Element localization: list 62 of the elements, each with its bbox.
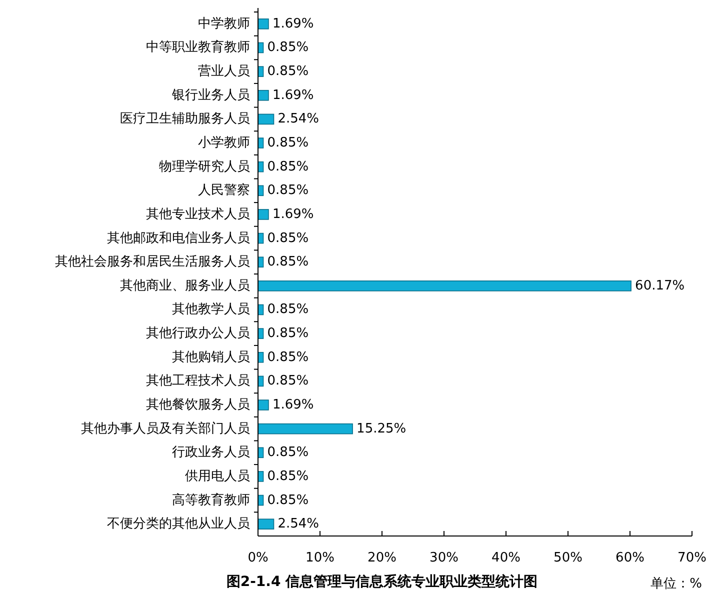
data-label: 0.85% (267, 374, 309, 389)
data-label: 1.69% (272, 16, 314, 32)
data-label: 0.85% (267, 254, 309, 270)
x-tick-label: 0% (248, 550, 268, 566)
y-tick-label: 物理学研究人员 (159, 159, 250, 174)
data-label: 60.17% (635, 278, 685, 294)
y-tick-label: 人民警察 (198, 182, 250, 198)
x-tick-label: 30% (430, 550, 458, 566)
y-tick-label: 其他行政办公人员 (146, 326, 250, 342)
y-tick-label: 不便分类的其他从业人员 (107, 516, 250, 532)
y-tick-label: 其他工程技术人员 (146, 374, 250, 389)
x-tick-label: 10% (306, 550, 334, 566)
bar (258, 18, 269, 30)
x-tick-label: 50% (554, 550, 582, 566)
y-tick-label: 中学教师 (198, 16, 250, 32)
data-label: 0.85% (267, 136, 309, 150)
data-label: 0.85% (267, 468, 309, 484)
data-label: 1.69% (272, 398, 314, 412)
data-label: 0.85% (267, 326, 309, 342)
bar (258, 518, 274, 530)
data-label: 1.69% (272, 206, 314, 222)
y-tick-label: 其他邮政和电信业务人员 (107, 230, 250, 246)
data-label: 0.85% (267, 64, 309, 80)
bar (258, 209, 269, 220)
y-tick-label: 医疗卫生辅助服务人员 (120, 112, 250, 127)
y-tick-label: 其他商业、服务业人员 (120, 278, 250, 294)
y-tick-label: 其他办事人员及有关部门人员 (81, 420, 250, 436)
data-label: 2.54% (278, 516, 320, 532)
data-label: 0.85% (267, 40, 309, 56)
data-label: 0.85% (267, 183, 309, 198)
x-tick-label: 20% (368, 550, 396, 566)
y-tick-label: 供用电人员 (185, 468, 250, 484)
y-tick-label: 其他餐饮服务人员 (146, 398, 250, 412)
y-tick-label: 行政业务人员 (172, 445, 250, 460)
data-label: 0.85% (267, 230, 309, 246)
bar (258, 280, 632, 292)
bar (258, 90, 269, 101)
x-tick-label: 40% (492, 550, 520, 566)
y-tick-label: 其他社会服务和居民生活服务人员 (55, 254, 250, 270)
y-tick-label: 其他专业技术人员 (146, 206, 250, 222)
bar (258, 114, 274, 125)
data-label: 1.69% (272, 88, 314, 103)
text: 图2-1.4 信息管理与信息系统专业职业类型统计图 (226, 573, 538, 590)
data-label: 0.85% (267, 445, 309, 460)
y-tick-label: 中等职业教育教师 (146, 39, 250, 56)
data-label: 0.85% (267, 492, 309, 508)
bar (258, 423, 353, 434)
text: 单位：% (650, 576, 702, 592)
y-tick-label: 其他购销人员 (172, 350, 250, 365)
data-label: 0.85% (267, 350, 309, 365)
data-label: 0.85% (267, 159, 309, 174)
x-tick-label: 60% (616, 550, 644, 566)
data-label: 2.54% (278, 112, 320, 127)
bar (258, 400, 269, 410)
y-tick-label: 高等教育教师 (172, 492, 250, 508)
x-tick-label: 70% (678, 550, 706, 566)
data-label: 15.25% (356, 421, 406, 436)
data-label: 0.85% (267, 302, 309, 318)
y-tick-label: 小学教师 (198, 136, 250, 150)
y-tick-label: 营业人员 (198, 64, 250, 80)
y-tick-label: 其他教学人员 (172, 302, 250, 318)
y-tick-label: 银行业务人员 (171, 88, 250, 103)
